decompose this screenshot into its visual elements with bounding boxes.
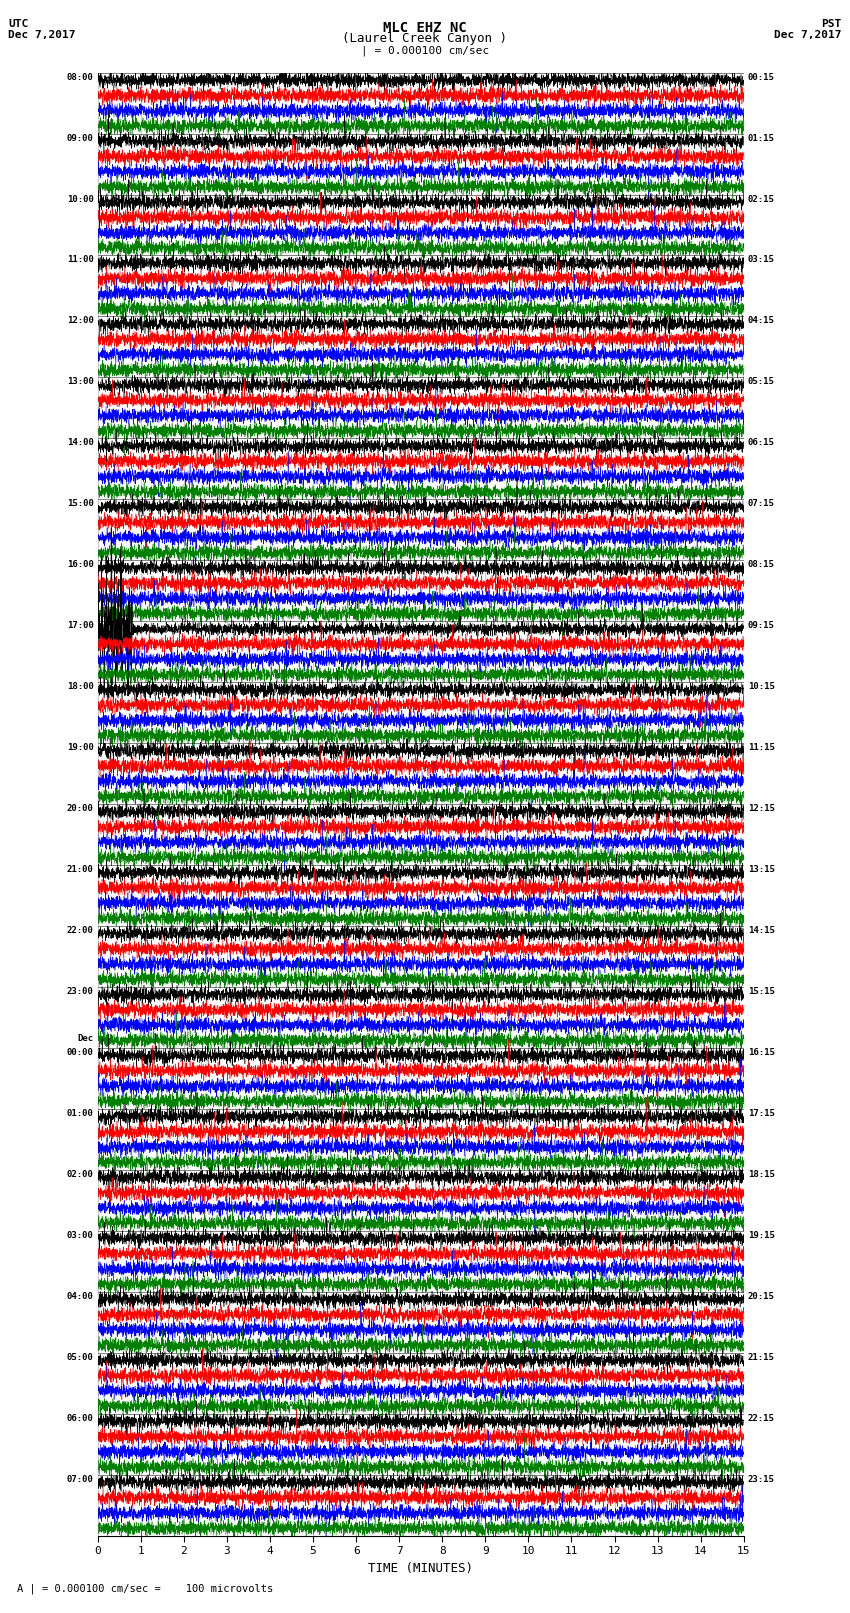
Text: 13:15: 13:15 — [748, 865, 775, 874]
Text: 10:00: 10:00 — [66, 195, 94, 203]
Text: 17:15: 17:15 — [748, 1108, 775, 1118]
Text: 20:15: 20:15 — [748, 1292, 775, 1300]
Text: PST: PST — [821, 19, 842, 29]
Text: 08:15: 08:15 — [748, 560, 775, 569]
Text: 04:00: 04:00 — [66, 1292, 94, 1300]
Text: UTC: UTC — [8, 19, 29, 29]
Text: 15:15: 15:15 — [748, 987, 775, 995]
Text: 16:15: 16:15 — [748, 1048, 775, 1057]
Text: 03:15: 03:15 — [748, 255, 775, 265]
Text: 05:15: 05:15 — [748, 377, 775, 387]
Text: 11:15: 11:15 — [748, 744, 775, 752]
Text: 15:00: 15:00 — [66, 500, 94, 508]
Text: 18:15: 18:15 — [748, 1169, 775, 1179]
Text: 10:15: 10:15 — [748, 682, 775, 690]
Text: MLC EHZ NC: MLC EHZ NC — [383, 21, 467, 35]
Text: 22:00: 22:00 — [66, 926, 94, 936]
Text: Dec 7,2017: Dec 7,2017 — [774, 31, 842, 40]
Text: 14:15: 14:15 — [748, 926, 775, 936]
Text: A | = 0.000100 cm/sec =    100 microvolts: A | = 0.000100 cm/sec = 100 microvolts — [17, 1582, 273, 1594]
Text: 07:15: 07:15 — [748, 500, 775, 508]
Text: 03:00: 03:00 — [66, 1231, 94, 1240]
Text: 01:00: 01:00 — [66, 1108, 94, 1118]
X-axis label: TIME (MINUTES): TIME (MINUTES) — [368, 1561, 473, 1574]
Text: 00:00: 00:00 — [66, 1048, 94, 1057]
Text: 04:15: 04:15 — [748, 316, 775, 326]
Text: 09:00: 09:00 — [66, 134, 94, 142]
Text: 19:00: 19:00 — [66, 744, 94, 752]
Text: 05:00: 05:00 — [66, 1353, 94, 1361]
Text: Dec 7,2017: Dec 7,2017 — [8, 31, 76, 40]
Text: 00:15: 00:15 — [748, 73, 775, 82]
Text: 12:00: 12:00 — [66, 316, 94, 326]
Text: 01:15: 01:15 — [748, 134, 775, 142]
Text: 19:15: 19:15 — [748, 1231, 775, 1240]
Text: 02:15: 02:15 — [748, 195, 775, 203]
Text: | = 0.000100 cm/sec: | = 0.000100 cm/sec — [361, 45, 489, 56]
Text: (Laurel Creek Canyon ): (Laurel Creek Canyon ) — [343, 32, 507, 45]
Text: 18:00: 18:00 — [66, 682, 94, 690]
Text: 12:15: 12:15 — [748, 805, 775, 813]
Text: 22:15: 22:15 — [748, 1413, 775, 1423]
Text: 23:15: 23:15 — [748, 1474, 775, 1484]
Text: 21:15: 21:15 — [748, 1353, 775, 1361]
Text: 11:00: 11:00 — [66, 255, 94, 265]
Text: 17:00: 17:00 — [66, 621, 94, 631]
Text: 07:00: 07:00 — [66, 1474, 94, 1484]
Text: 08:00: 08:00 — [66, 73, 94, 82]
Text: 13:00: 13:00 — [66, 377, 94, 387]
Text: 16:00: 16:00 — [66, 560, 94, 569]
Text: 20:00: 20:00 — [66, 805, 94, 813]
Text: 14:00: 14:00 — [66, 439, 94, 447]
Text: 09:15: 09:15 — [748, 621, 775, 631]
Text: 21:00: 21:00 — [66, 865, 94, 874]
Text: 02:00: 02:00 — [66, 1169, 94, 1179]
Text: 06:15: 06:15 — [748, 439, 775, 447]
Text: 06:00: 06:00 — [66, 1413, 94, 1423]
Text: Dec: Dec — [77, 1034, 94, 1044]
Text: 23:00: 23:00 — [66, 987, 94, 995]
